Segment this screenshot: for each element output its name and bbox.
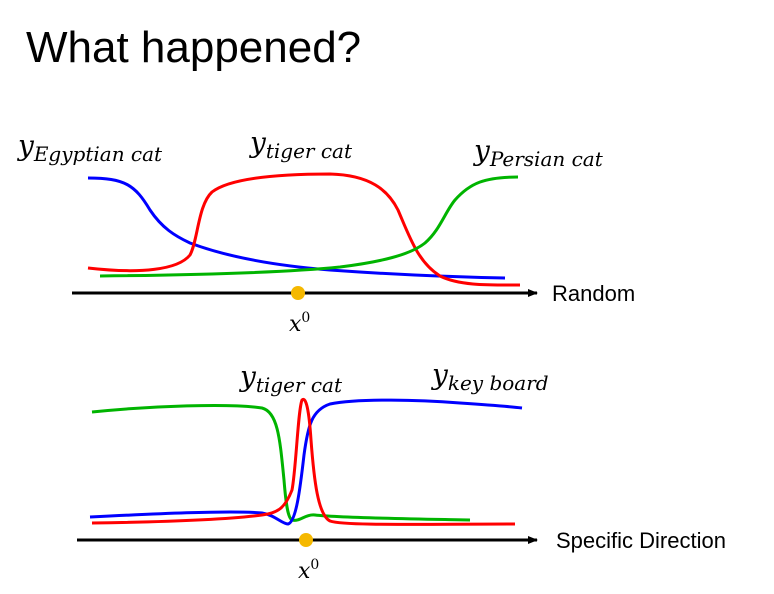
- label-y-persian-cat: yPersian cat: [472, 134, 604, 171]
- top-x0-point: [291, 286, 305, 300]
- top-green-curve: [99, 175, 519, 278]
- bottom-panel: Specific Direction x0 ytiger cat ykey bo…: [77, 358, 726, 584]
- top-blue-curve: [87, 176, 506, 280]
- top-x0-label: x0: [289, 310, 310, 337]
- bottom-x0-point: [299, 533, 313, 547]
- top-panel: Random x0 yEgyptian cat ytiger cat yPers…: [16, 126, 635, 337]
- bottom-green-curve: [91, 403, 471, 522]
- top-red-curve: [87, 172, 521, 287]
- label-y-tiger-cat-bottom: ytiger cat: [238, 360, 343, 397]
- bottom-red-curve: [91, 397, 516, 526]
- bottom-blue-curve: [89, 398, 523, 526]
- label-y-tiger-cat-top: ytiger cat: [248, 126, 353, 163]
- bottom-axis-label: Specific Direction: [556, 528, 726, 553]
- label-y-key-board: ykey board: [430, 358, 549, 395]
- bottom-x0-label: x0: [298, 557, 319, 584]
- top-axis-label: Random: [552, 281, 635, 306]
- label-y-egyptian-cat: yEgyptian cat: [16, 129, 163, 166]
- slide-title: What happened?: [26, 23, 362, 72]
